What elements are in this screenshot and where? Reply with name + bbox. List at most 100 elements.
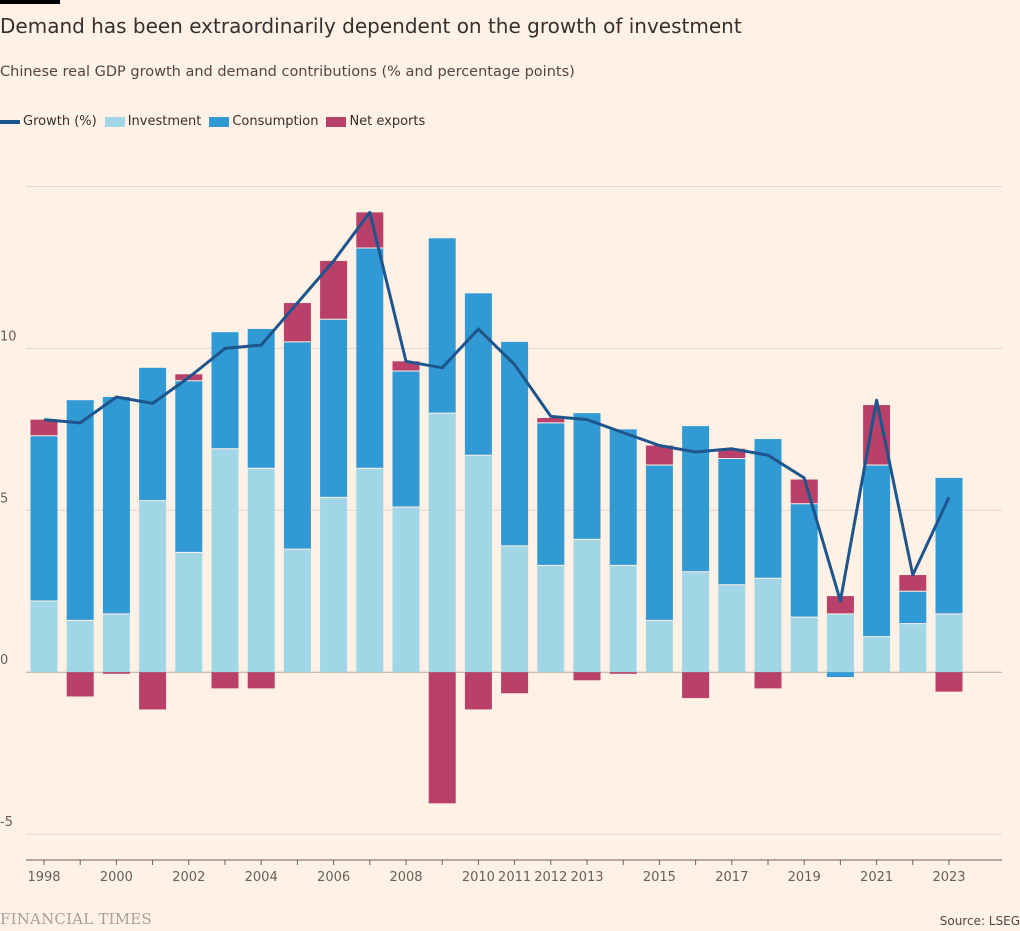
bar-consumption xyxy=(826,672,854,678)
bar-net-exports xyxy=(464,672,492,710)
bar-investment xyxy=(935,613,963,673)
ft-top-bar xyxy=(0,0,60,4)
x-tick-label: 2017 xyxy=(715,870,748,885)
bar-investment xyxy=(682,571,710,673)
bar-investment xyxy=(573,539,601,673)
x-tick-label: 2019 xyxy=(788,870,821,885)
x-tick-label: 2008 xyxy=(389,870,422,885)
chart-title: Demand has been extraordinarily dependen… xyxy=(0,14,742,38)
bar-net-exports xyxy=(66,672,94,697)
bar-net-exports xyxy=(30,419,58,436)
bar-investment xyxy=(102,613,130,673)
bar-net-exports xyxy=(428,672,456,804)
bar-investment xyxy=(609,565,637,673)
bar-net-exports xyxy=(211,672,239,689)
bar-consumption xyxy=(320,319,348,498)
bar-investment xyxy=(645,620,673,673)
bar-investment xyxy=(718,584,746,673)
bar-consumption xyxy=(139,367,167,501)
bar-consumption xyxy=(501,341,529,546)
ft-logo: FINANCIAL TIMES xyxy=(0,910,152,928)
x-tick-label: 2006 xyxy=(317,870,350,885)
x-tick-label: 2013 xyxy=(570,870,603,885)
bar-consumption xyxy=(790,503,818,618)
legend-swatch-consumption xyxy=(209,116,230,127)
legend-label-consumption: Consumption xyxy=(232,114,319,129)
x-tick-label: 2012 xyxy=(534,870,567,885)
bar-consumption xyxy=(175,380,203,553)
bar-net-exports xyxy=(139,672,167,710)
bar-net-exports xyxy=(102,672,130,674)
bar-net-exports xyxy=(501,672,529,694)
legend-label-investment: Investment xyxy=(127,114,202,129)
bar-net-exports xyxy=(935,672,963,692)
x-tick-label: 2023 xyxy=(932,870,965,885)
bar-investment xyxy=(356,468,384,673)
x-tick-label: 2015 xyxy=(643,870,676,885)
x-tick-label: 1998 xyxy=(27,870,60,885)
bar-net-exports xyxy=(392,361,420,372)
bar-investment xyxy=(392,507,420,673)
bar-investment xyxy=(283,549,311,673)
bar-consumption xyxy=(537,422,565,566)
legend-item-growth: Growth (%) xyxy=(0,114,97,129)
bar-net-exports xyxy=(718,448,746,459)
legend-item-consumption: Consumption xyxy=(209,114,318,129)
bar-investment xyxy=(899,623,927,673)
y-tick-label: -5 xyxy=(0,815,13,830)
bar-investment xyxy=(66,620,94,673)
legend-swatch-growth xyxy=(0,119,20,124)
x-tick-label: 2002 xyxy=(172,870,205,885)
legend-item-net-exports: Net exports xyxy=(326,114,425,129)
growth-line xyxy=(43,210,951,603)
source-note: Source: LSEG xyxy=(939,914,1020,928)
bar-investment xyxy=(30,600,58,673)
bar-investment xyxy=(537,565,565,673)
bar-consumption xyxy=(356,248,384,469)
legend-swatch-investment xyxy=(104,116,125,127)
bar-investment xyxy=(139,500,167,673)
bar-consumption xyxy=(464,293,492,456)
bar-investment xyxy=(501,545,529,673)
x-tick-label: 2004 xyxy=(245,870,278,885)
y-tick-label: 0 xyxy=(0,653,8,668)
bar-net-exports xyxy=(573,672,601,681)
bar-net-exports xyxy=(283,303,311,342)
chart-plot: -5 0 5 10 15 1998 2000 2002 2004 2006 2008 20102011… xyxy=(0,180,1002,885)
bar-consumption xyxy=(283,341,311,550)
bar-net-exports xyxy=(609,672,637,674)
legend-swatch-net-exports xyxy=(326,116,347,127)
bar-consumption xyxy=(30,435,58,601)
bar-consumption xyxy=(428,238,456,414)
x-tick-label: 2010 xyxy=(462,870,495,885)
legend-label-growth: Growth (%) xyxy=(23,114,97,129)
bar-consumption xyxy=(718,458,746,585)
bar-consumption xyxy=(682,426,710,572)
legend-item-investment: Investment xyxy=(104,114,202,129)
bar-investment xyxy=(464,455,492,673)
x-tick-label: 2021 xyxy=(860,870,893,885)
y-tick-label: 10 xyxy=(0,329,17,344)
bar-net-exports xyxy=(790,479,818,504)
bar-net-exports xyxy=(645,445,673,465)
bar-consumption xyxy=(66,400,94,621)
bar-net-exports xyxy=(899,575,927,592)
bar-consumption xyxy=(392,371,420,508)
bar-investment xyxy=(211,448,239,673)
bar-consumption xyxy=(247,328,275,469)
y-tick-label: 15 xyxy=(0,180,17,182)
bar-investment xyxy=(826,613,854,673)
x-tick-label: 2011 xyxy=(498,870,531,885)
bar-net-exports xyxy=(826,596,854,614)
chart-subtitle: Chinese real GDP growth and demand contr… xyxy=(0,64,575,80)
bar-net-exports xyxy=(754,672,782,689)
bar-net-exports xyxy=(682,672,710,699)
bar-investment xyxy=(790,617,818,673)
x-tick-label: 2000 xyxy=(100,870,133,885)
bar-consumption xyxy=(863,464,891,637)
bar-investment xyxy=(863,636,891,673)
bar-investment xyxy=(754,578,782,673)
legend-label-net-exports: Net exports xyxy=(349,114,426,129)
bar-net-exports xyxy=(247,672,275,689)
bar-net-exports xyxy=(537,418,565,423)
